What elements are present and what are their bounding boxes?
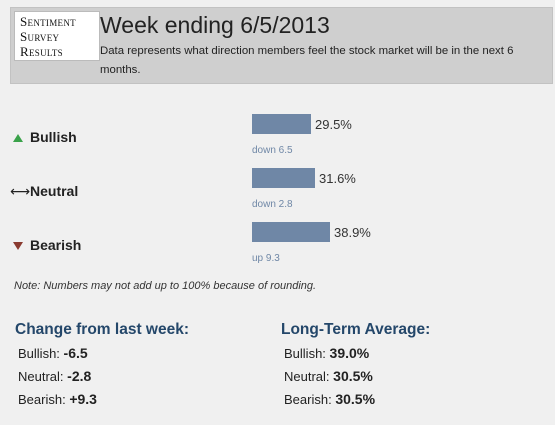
average-bearish-value: 30.5% (335, 391, 376, 407)
change-bearish-label: Bearish: (18, 392, 66, 407)
bullish-change: down 6.5 (252, 145, 293, 156)
change-bearish-value: +9.3 (69, 391, 97, 407)
neutral-label: Neutral (30, 183, 79, 199)
average-bullish-value: 39.0% (329, 345, 370, 361)
average-neutral-value: 30.5% (333, 368, 373, 384)
bearish-change: up 9.3 (252, 253, 280, 264)
change-bullish-value: -6.5 (63, 345, 88, 361)
neutral-bar (252, 168, 315, 188)
bearish-percent: 38.9% (334, 225, 371, 240)
bullish-label: Bullish (30, 129, 77, 145)
header-panel: Sentiment Survey Results Week ending 6/5… (10, 7, 553, 84)
bullish-bar (252, 114, 311, 134)
bearish-label: Bearish (30, 237, 82, 253)
page-title: Week ending 6/5/2013 (100, 12, 330, 38)
change-bullish: Bullish: -6.5 (18, 345, 88, 361)
long-term-average-title: Long-Term Average: (281, 321, 431, 338)
logo-line-2: Survey (20, 29, 60, 44)
neutral-percent: 31.6% (319, 171, 356, 186)
bearish-row-label: Bearish (10, 237, 81, 253)
change-from-last-week-title: Change from last week: (15, 321, 189, 338)
average-neutral-label: Neutral: (284, 369, 330, 384)
change-neutral: Neutral: -2.8 (18, 368, 91, 384)
down-triangle-icon (10, 237, 26, 253)
change-bullish-label: Bullish: (18, 346, 60, 361)
change-neutral-label: Neutral: (18, 369, 64, 384)
logo-line-1: Sentiment (20, 14, 76, 29)
page-description: Data represents what direction members f… (100, 45, 514, 76)
neutral-row-label: ⟷ Neutral (10, 183, 78, 199)
neutral-change: down 2.8 (252, 199, 293, 210)
average-neutral: Neutral: 30.5% (284, 368, 373, 384)
average-bearish-label: Bearish: (284, 392, 332, 407)
change-bearish: Bearish: +9.3 (18, 391, 97, 407)
sentiment-survey-logo: Sentiment Survey Results (14, 11, 100, 61)
bullish-row-label: Bullish (10, 129, 77, 145)
change-neutral-value: -2.8 (67, 368, 92, 384)
bullish-percent: 29.5% (315, 117, 352, 132)
average-bullish-label: Bullish: (284, 346, 326, 361)
average-bullish: Bullish: 39.0% (284, 345, 369, 361)
left-right-arrow-icon: ⟷ (10, 183, 31, 199)
logo-line-3: Results (20, 44, 63, 59)
bearish-bar (252, 222, 330, 242)
average-bearish: Bearish: 30.5% (284, 391, 375, 407)
up-triangle-icon (10, 129, 26, 145)
rounding-note: Note: Numbers may not add up to 100% bec… (14, 280, 317, 292)
